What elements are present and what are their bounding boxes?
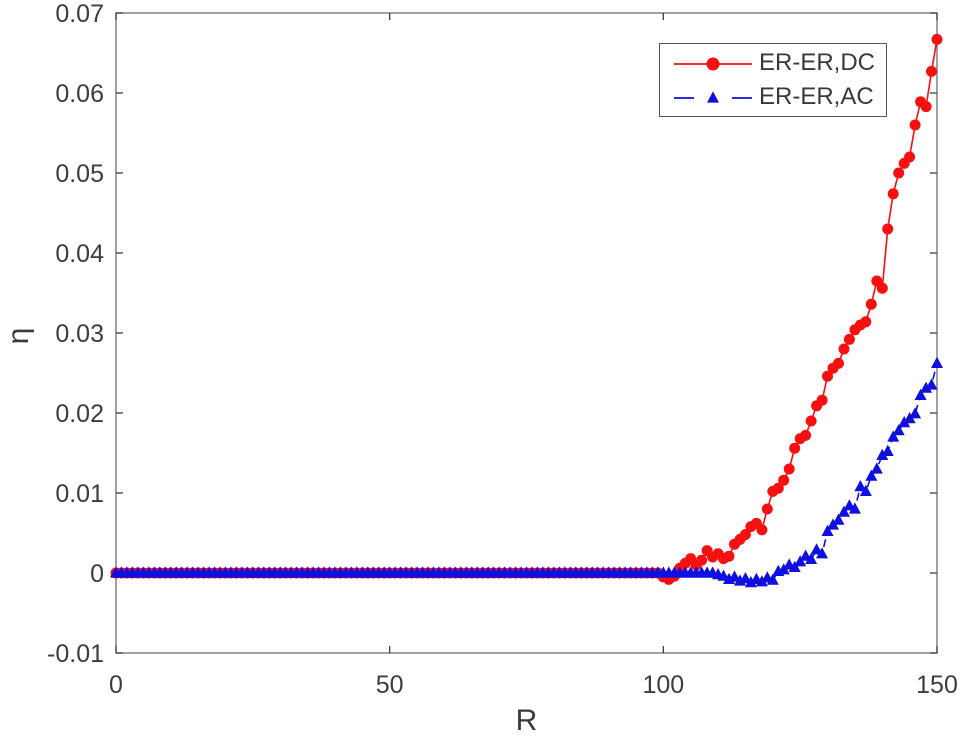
marker-triangle	[821, 524, 834, 536]
marker-triangle	[870, 462, 883, 474]
marker-circle	[909, 119, 921, 131]
marker-triangle	[859, 484, 872, 496]
marker-circle	[805, 415, 817, 427]
legend: ER-ER,DC ER-ER,AC	[659, 43, 887, 117]
x-axis-label: R	[515, 704, 538, 737]
y-tick-label: 0	[90, 560, 104, 588]
marker-triangle	[865, 469, 878, 481]
x-tick-label: 150	[916, 671, 958, 699]
marker-triangle	[739, 572, 752, 584]
series-line	[116, 39, 938, 581]
marker-triangle	[848, 502, 861, 514]
legend-entry-er-er-ac: ER-ER,AC	[672, 82, 886, 112]
data-series	[110, 33, 943, 588]
marker-triangle	[925, 378, 938, 390]
marker-circle	[833, 357, 844, 369]
y-tick-label: -0.01	[47, 640, 104, 668]
marker-circle	[772, 482, 784, 494]
marker-triangle	[920, 381, 933, 393]
y-tick-label: 0.03	[55, 320, 104, 348]
marker-triangle	[914, 388, 927, 400]
marker-circle	[893, 167, 905, 179]
marker-circle	[723, 550, 735, 562]
marker-triangle	[837, 505, 850, 517]
marker-triangle	[728, 570, 741, 582]
marker-triangle	[766, 573, 779, 585]
marker-circle	[696, 554, 708, 566]
marker-triangle	[887, 430, 900, 442]
y-tick-label: 0.07	[55, 0, 104, 28]
marker-circle	[838, 343, 850, 355]
marker-triangle	[744, 576, 757, 588]
marker-circle	[739, 529, 751, 541]
marker-triangle	[794, 555, 807, 567]
marker-triangle	[816, 547, 829, 559]
marker-circle	[865, 298, 877, 310]
marker-triangle	[755, 575, 768, 587]
marker-circle	[843, 333, 855, 345]
legend-label-er-er-ac: ER-ER,AC	[759, 83, 874, 110]
y-tick-label: 0.02	[55, 400, 104, 428]
marker-triangle	[909, 407, 922, 419]
marker-triangle	[892, 424, 905, 436]
series-er-er-ac	[110, 356, 943, 588]
marker-triangle	[931, 356, 943, 368]
marker-circle	[931, 33, 943, 45]
marker-circle	[882, 223, 894, 235]
marker-circle	[887, 188, 899, 200]
marker-circle	[904, 151, 916, 163]
marker-circle	[778, 474, 790, 486]
legend-entry-er-er-dc: ER-ER,DC	[672, 48, 886, 78]
marker-circle	[761, 503, 773, 515]
marker-circle	[920, 101, 932, 113]
y-tick-label: 0.01	[55, 480, 104, 508]
legend-marker-circle	[706, 57, 720, 71]
legend-marker-triangle	[707, 91, 719, 103]
y-tick-label: 0.04	[55, 240, 104, 268]
legend-label-er-er-dc: ER-ER,DC	[759, 49, 876, 76]
marker-circle	[876, 282, 888, 294]
marker-triangle	[810, 543, 823, 555]
y-tick-label: 0.06	[55, 80, 104, 108]
axes: 0 50 100 150-0.0100.010.020.030.040.050.060…	[47, 0, 958, 699]
marker-triangle	[854, 480, 867, 492]
y-axis-label: η	[2, 327, 35, 345]
marker-circle	[789, 442, 801, 454]
x-tick-label: 100	[642, 671, 684, 699]
marker-triangle	[881, 444, 894, 456]
legend-sample-er-er-ac	[674, 91, 752, 103]
marker-circle	[800, 429, 812, 441]
legend-sample-er-er-dc	[674, 57, 752, 71]
marker-triangle	[876, 448, 889, 460]
marker-circle	[756, 524, 768, 536]
marker-circle	[816, 394, 828, 406]
marker-circle	[822, 370, 833, 382]
marker-triangle	[805, 552, 818, 564]
y-tick-label: 0.05	[55, 160, 104, 188]
marker-circle	[783, 463, 795, 475]
marker-circle	[926, 65, 937, 77]
marker-triangle	[898, 416, 911, 428]
x-tick-label: 0	[109, 671, 123, 699]
marker-circle	[860, 316, 872, 328]
x-tick-label: 50	[376, 671, 404, 699]
marker-triangle	[832, 513, 845, 525]
